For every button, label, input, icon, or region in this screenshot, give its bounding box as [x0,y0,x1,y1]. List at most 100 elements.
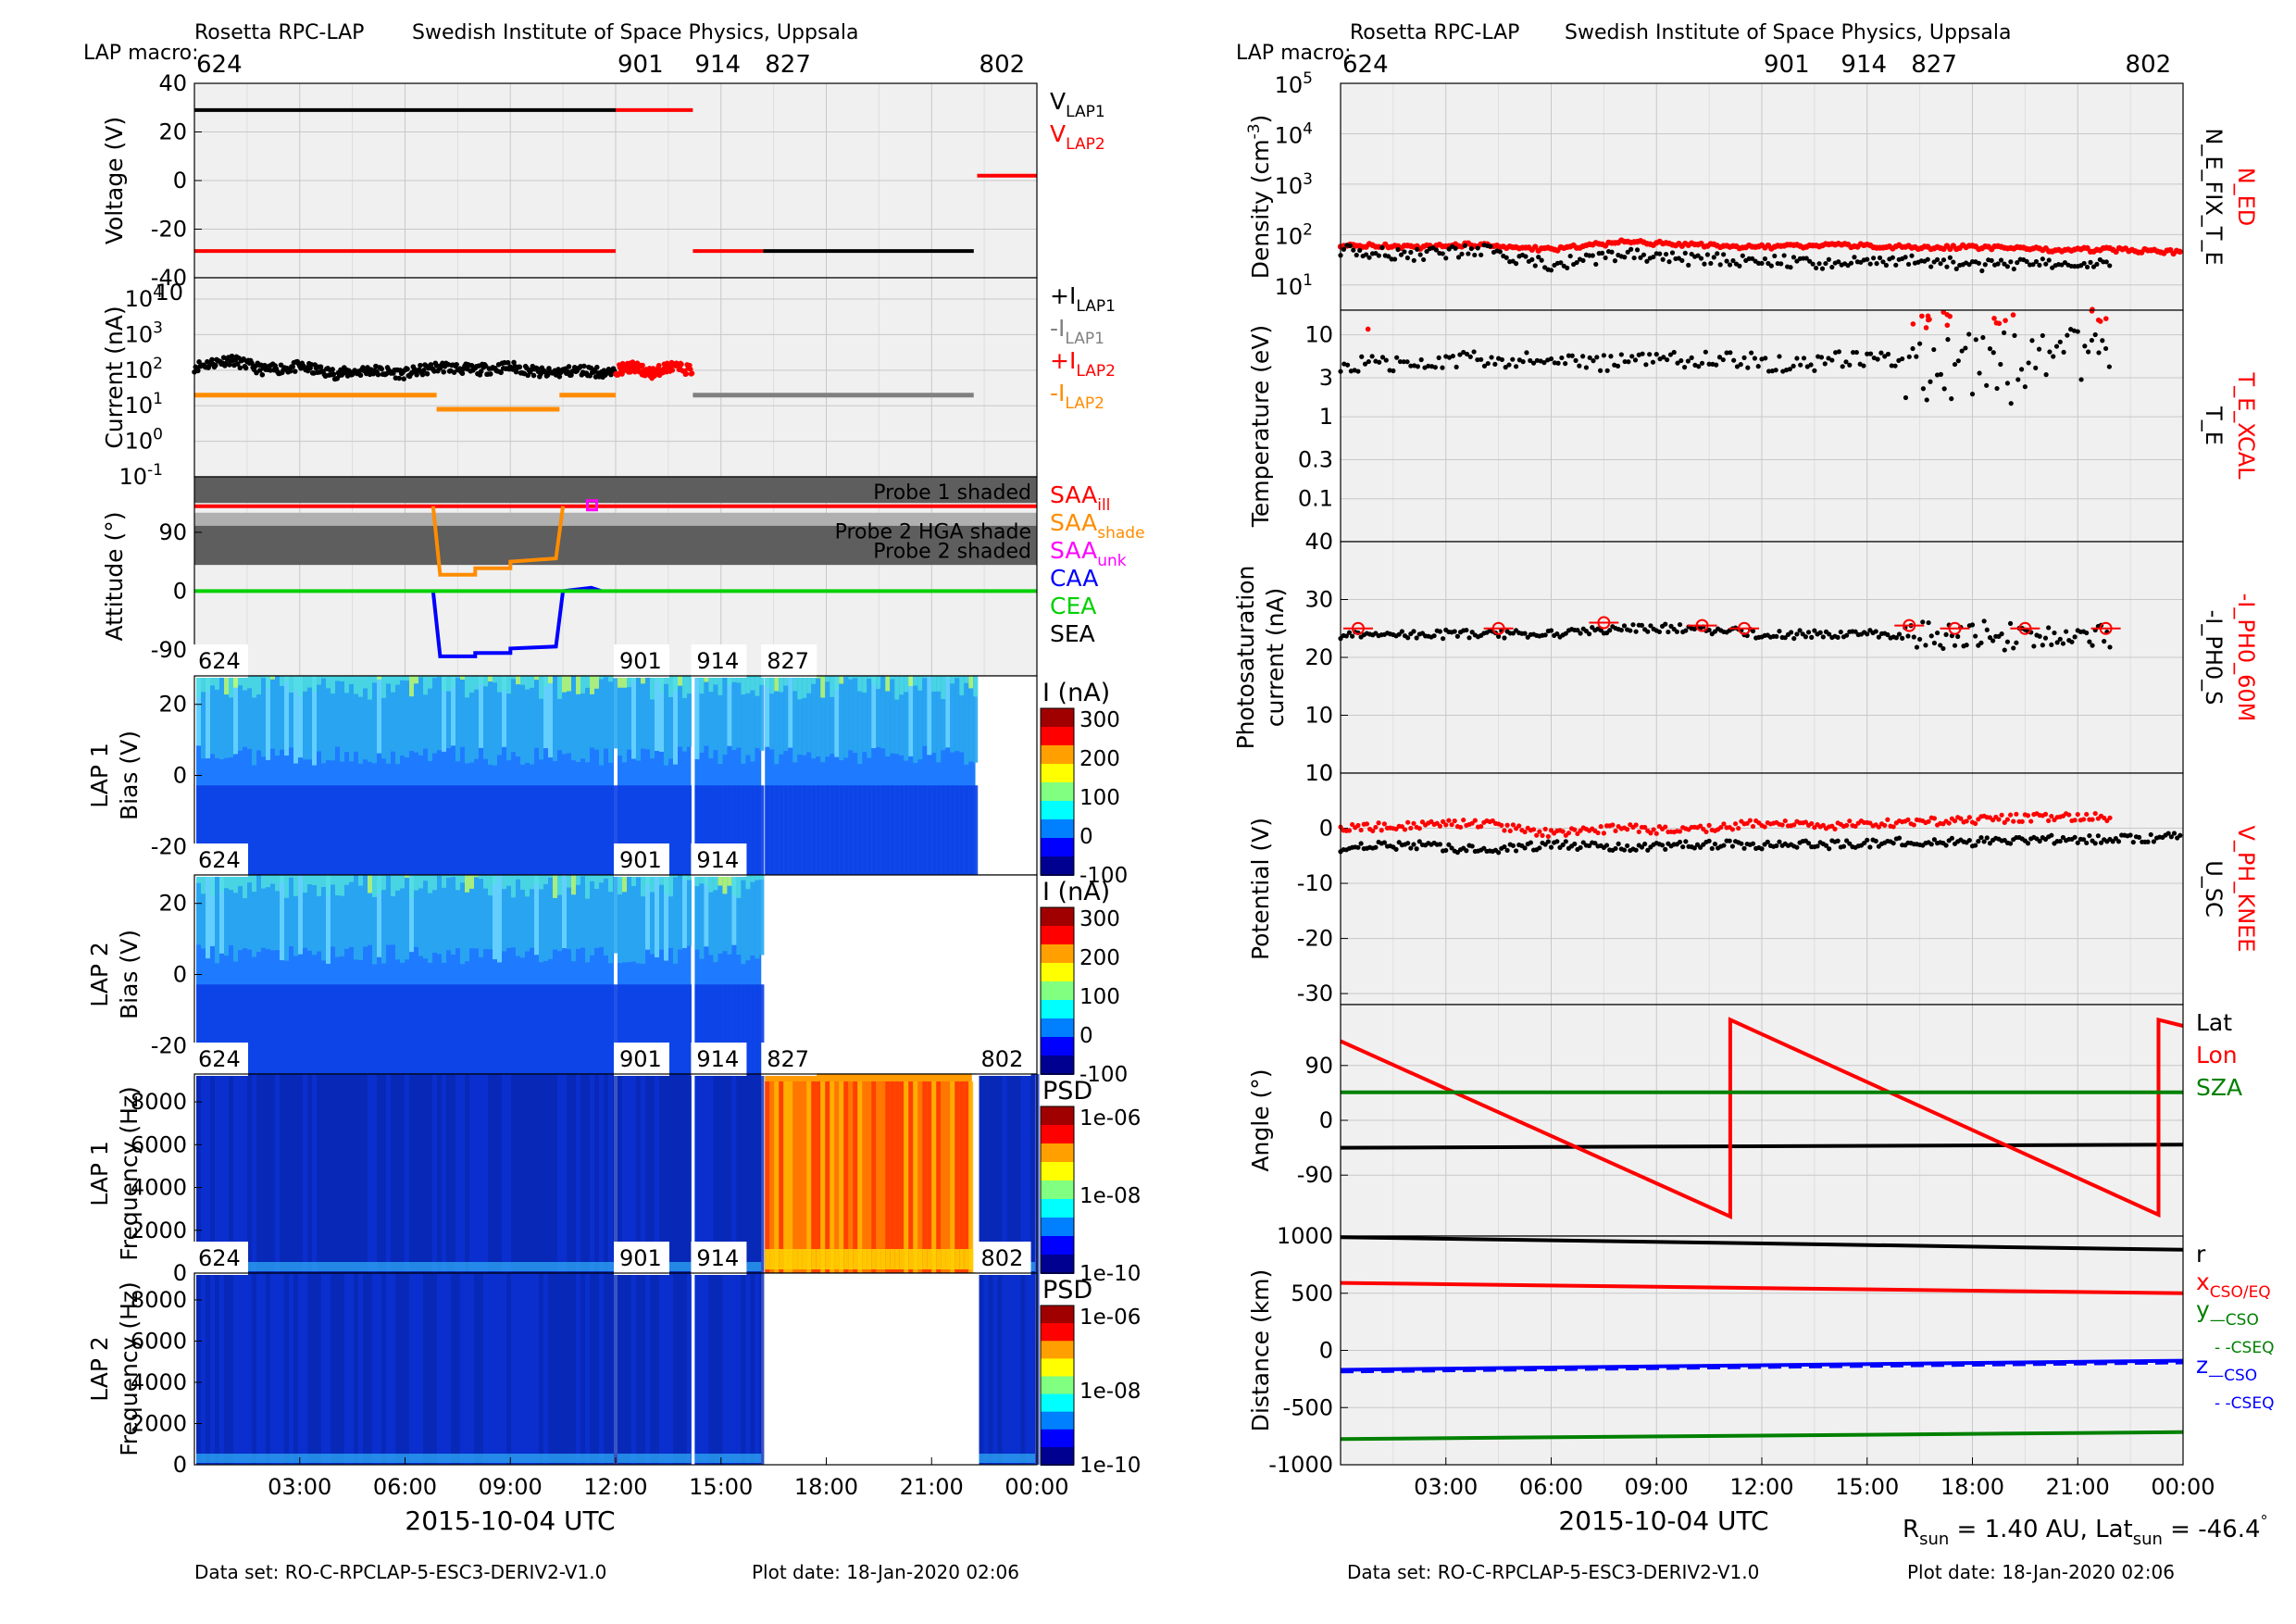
data-point-V_PH_KNEE [1791,822,1797,828]
heatmap-cell [469,984,474,1074]
data-point-T_E [1699,360,1705,366]
legend-vertical: -I_PH0_S [2201,610,2227,706]
data-point-T_E [1387,368,1392,373]
data-point--I_PH0_S [1607,628,1613,633]
heatmap-cell [699,1074,705,1273]
heatmap-cell [520,875,525,958]
data-point-T_E [1622,358,1628,365]
heatmap-cell [534,875,539,884]
data-point--I_PH0_S [2054,640,2060,645]
heatmap-cell [908,676,914,756]
heatmap-cell [618,676,622,756]
heatmap-cell [261,875,266,889]
data-point--I_PH0_S [1405,635,1411,641]
heatmap-cell [704,785,709,875]
heatmap-cell [530,1273,534,1465]
tick-exp: 4 [1303,119,1313,138]
y-tick-label: -10 [1297,870,1333,896]
macro-label: 624 [1342,51,1389,79]
heatmap-cell [428,676,432,689]
data-point-N_E_FIX_T_E [1934,256,1940,262]
heatmap-cell [275,676,280,756]
data-point-U_SC [1659,843,1666,848]
data-point-T_E [1949,396,1954,402]
heatmap-cell [493,1273,497,1465]
heatmap-cell [488,875,493,950]
data-point-T_E [1801,356,1807,361]
heatmap-cell [783,676,789,686]
heatmap-cell [307,984,312,1074]
data-point-U_SC [1823,843,1829,848]
heatmap-cell [668,875,673,948]
data-point-T_E [1931,346,1937,353]
heatmap-cell [797,785,803,875]
heatmap-cell [381,984,386,1074]
data-point-T_E [1990,350,1996,356]
heatmap-cell [363,676,368,689]
heatmap-cell [718,875,723,955]
data-point-V_PH_KNEE [1732,821,1739,827]
heatmap-cell [539,676,543,699]
heatmap-cell [340,676,344,681]
heatmap-cell [455,676,460,679]
heatmap-cell [206,1074,210,1273]
data-point-T_E [1506,362,1512,368]
heatmap-cell [973,676,979,697]
data-point-U_SC [2072,834,2078,840]
data-point-N_E_FIX_T_E [1523,254,1529,259]
data-point-T_E [1681,365,1688,370]
heatmap-cell [256,676,261,751]
series-line-r [1340,1235,2184,1252]
data-point-T_E [1791,363,1796,369]
heatmap-cell [530,984,534,1074]
heatmap-cell [539,785,543,875]
heatmap-cell [718,1074,723,1273]
data-point-T_E [1569,353,1575,358]
data-point-V_PH_KNEE [2002,819,2007,825]
heatmap-cell [927,1249,932,1269]
heatmap-cell [955,1249,960,1269]
heatmap-cell [699,984,705,1074]
heatmap-cell [992,1074,998,1273]
legend-main: SZA [2196,1074,2242,1101]
heatmap-cell [414,984,418,1074]
heatmap-cell [321,984,326,1074]
data-point-T_E [1966,331,1972,337]
data-point-U_SC [1537,845,1542,851]
data-point--I_PH0_S [2042,635,2049,641]
heatmap-cell [750,875,755,882]
data-point-U_SC [1987,841,1993,846]
heatmap-cell [553,785,557,875]
heatmap-cell [885,1081,891,1273]
heatmap-cell [741,676,746,695]
heatmap-cell [1025,1273,1030,1465]
heatmap-cell [604,1074,608,1273]
heatmap-cell [765,676,770,688]
data-point-T_E [1450,353,1455,359]
y-tick-label: -1000 [1268,1452,1333,1478]
heatmap-cell [983,1074,989,1273]
heatmap-cell [571,875,576,962]
data-point-T_E [1489,355,1494,360]
data-point-U_SC [1712,841,1718,847]
data-point--I_PH0_S [2069,639,2075,644]
heatmap-cell [585,1273,590,1465]
macro-box [975,1242,1031,1275]
heatmap-cell [381,1273,386,1465]
data-point-V_PH_KNEE [1502,828,1507,833]
heatmap-cell [731,875,737,895]
data-point-U_SC [1578,844,1583,851]
data-point-N_E_FIX_T_E [1443,256,1449,261]
data-point-T_E [1432,365,1438,370]
heatmap-cell [853,676,858,754]
heatmap-cell [713,984,718,1074]
heatmap-cell [599,676,604,680]
heatmap-cell [400,785,405,875]
heatmap-cell [599,1074,604,1273]
heatmap-cell [731,875,737,945]
data-point-V_PH_KNEE [1540,832,1545,838]
heatmap-cell [354,1074,358,1273]
heatmap-cell [270,676,275,680]
data-point-N_E_FIX_T_E [1759,260,1765,267]
